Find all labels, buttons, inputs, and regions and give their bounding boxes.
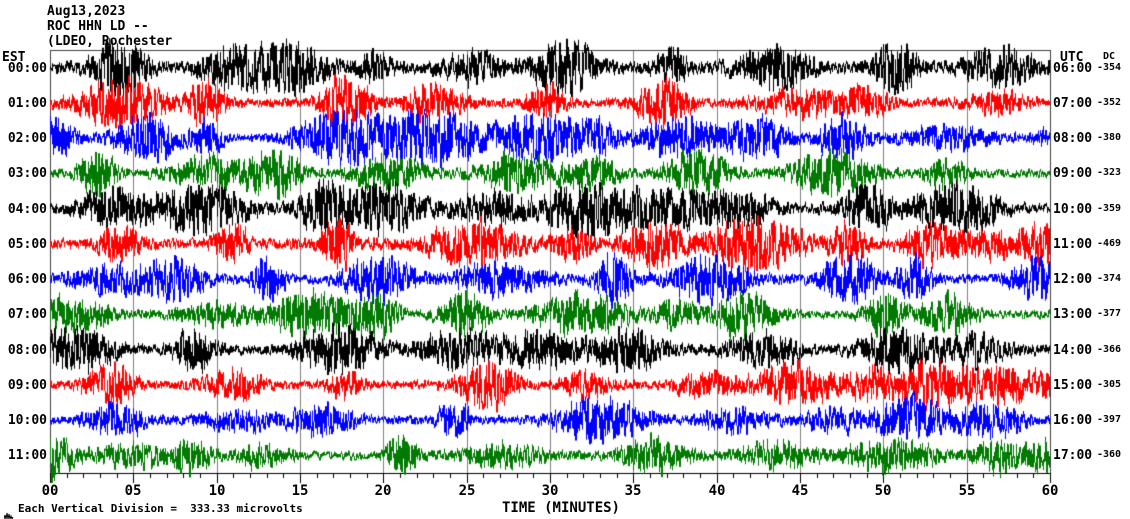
utc-hour-label: 15:00 xyxy=(1053,378,1093,393)
dc-offset-value: -374 xyxy=(1097,273,1122,284)
dc-offset-value: -354 xyxy=(1097,62,1122,73)
est-hour-label: 11:00 xyxy=(7,448,47,463)
x-tick-label: 45 xyxy=(791,483,809,499)
x-tick-label: 50 xyxy=(874,483,892,499)
x-tick-label: 05 xyxy=(124,483,142,499)
dc-offset-value: -380 xyxy=(1097,132,1122,143)
utc-hour-label: 17:00 xyxy=(1053,448,1093,463)
x-tick-label: 35 xyxy=(624,483,642,499)
right-timezone-label: UTC xyxy=(1060,50,1084,65)
est-hour-label: 05:00 xyxy=(7,237,47,252)
plot-header: Aug13,2023 ROC HHN LD -- (LDEO, Rocheste… xyxy=(47,4,172,49)
est-hour-label: 04:00 xyxy=(7,202,47,217)
dc-column-label: DC xyxy=(1103,51,1116,62)
x-tick-label: 55 xyxy=(958,483,976,499)
utc-hour-label: 13:00 xyxy=(1053,307,1093,322)
est-hour-label: 07:00 xyxy=(7,307,47,322)
x-tick-label: 30 xyxy=(541,483,559,499)
utc-hour-label: 16:00 xyxy=(1053,413,1093,428)
utc-hour-label: 14:00 xyxy=(1053,343,1093,358)
est-hour-label: 09:00 xyxy=(7,378,47,393)
utc-hour-label: 10:00 xyxy=(1053,202,1093,217)
utc-hour-label: 08:00 xyxy=(1053,131,1093,146)
x-tick-label: 00 xyxy=(41,483,59,499)
utc-hour-label: 12:00 xyxy=(1053,272,1093,287)
left-timezone-label: EST xyxy=(2,50,26,65)
x-tick-label: 60 xyxy=(1041,483,1059,499)
dc-offset-value: -469 xyxy=(1097,238,1122,249)
est-hour-label: 06:00 xyxy=(7,272,47,287)
est-hour-label: 08:00 xyxy=(7,343,47,358)
est-hour-label: 00:00 xyxy=(7,61,47,76)
x-tick-label: 10 xyxy=(208,483,226,499)
dc-offset-value: -323 xyxy=(1097,167,1122,178)
dc-offset-value: -305 xyxy=(1097,379,1122,390)
utc-hour-label: 06:00 xyxy=(1053,61,1093,76)
utc-hour-label: 07:00 xyxy=(1053,96,1093,111)
dc-offset-value: -360 xyxy=(1097,449,1122,460)
est-hour-label: 10:00 xyxy=(7,413,47,428)
est-hour-label: 01:00 xyxy=(7,96,47,111)
vertical-division-footnote: Each Vertical Division = 333.33 microvol… xyxy=(18,502,303,515)
est-hour-label: 02:00 xyxy=(7,131,47,146)
dc-offset-value: -352 xyxy=(1097,97,1122,108)
utc-hour-label: 09:00 xyxy=(1053,166,1093,181)
x-tick-label: 20 xyxy=(374,483,392,499)
x-tick-label: 25 xyxy=(458,483,476,499)
header-station: ROC HHN LD -- xyxy=(47,19,149,34)
x-tick-label: 40 xyxy=(708,483,726,499)
est-hour-label: 03:00 xyxy=(7,166,47,181)
dc-offset-value: -359 xyxy=(1097,203,1122,214)
utc-hour-label: 11:00 xyxy=(1053,237,1093,252)
dc-offset-value: -377 xyxy=(1097,308,1122,319)
header-date: Aug13,2023 xyxy=(47,4,126,19)
dc-offset-value: -366 xyxy=(1097,344,1122,355)
x-axis-title: TIME (MINUTES) xyxy=(501,500,620,516)
dc-offset-value: -397 xyxy=(1097,414,1122,425)
microvolt-scale-marker-icon xyxy=(3,505,14,519)
header-location: (LDEO, Rochester xyxy=(47,34,173,49)
x-tick-label: 15 xyxy=(291,483,309,499)
